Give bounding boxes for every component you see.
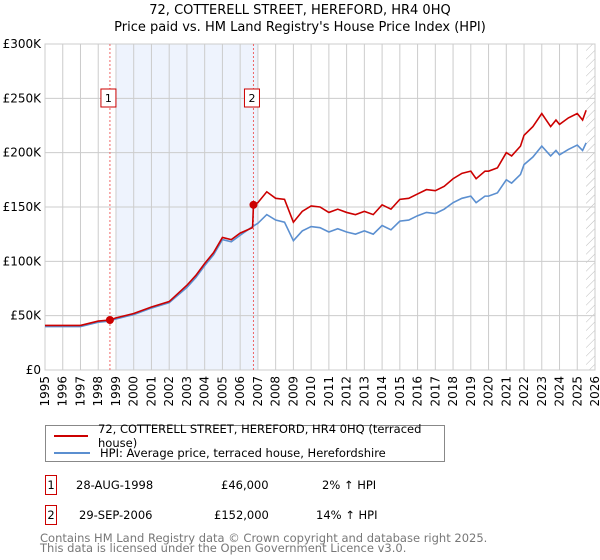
- property-price-line: [45, 110, 587, 327]
- y-tick-label: £100K: [3, 254, 43, 268]
- x-tick-label: 2016: [411, 376, 425, 407]
- x-tick-label: 2004: [198, 376, 212, 407]
- y-tick-label: £150K: [3, 200, 43, 214]
- hpi-diff: 2% ↑ HPI: [322, 478, 377, 492]
- legend-item-hpi: HPI: Average price, terraced house, Here…: [54, 445, 386, 461]
- x-tick-label: 2019: [464, 376, 478, 407]
- sale-date: 29-SEP-2006: [79, 508, 153, 522]
- x-tick-label: 2025: [570, 376, 584, 407]
- x-tick-label: 2014: [375, 376, 389, 407]
- x-tick-label: 2023: [535, 376, 549, 407]
- x-tick-label: 2001: [144, 376, 158, 407]
- sale-point: [105, 316, 114, 325]
- x-tick-label: 2000: [127, 376, 141, 407]
- x-tick-label: 2007: [251, 376, 265, 407]
- x-tick-label: 2020: [482, 376, 496, 407]
- y-tick-label: £50K: [10, 309, 42, 323]
- hpi-diff: 14% ↑ HPI: [316, 508, 378, 522]
- transaction-row: 2 29-SEP-2006 £152,000 14% ↑ HPI: [45, 505, 445, 525]
- x-tick-label: 2018: [446, 376, 460, 407]
- footer-copyright: Contains HM Land Registry data © Crown c…: [40, 531, 488, 545]
- y-tick-label: £300K: [3, 37, 43, 51]
- x-tick-label: 2021: [499, 376, 513, 407]
- chart-subtitle: Price paid vs. HM Land Registry's House …: [114, 20, 486, 35]
- x-tick-label: 2010: [304, 376, 318, 407]
- plot-border: [44, 43, 596, 371]
- x-tick-label: 2009: [286, 376, 300, 407]
- x-tick-label: 1996: [56, 376, 70, 407]
- marker-badge: 1: [45, 475, 57, 495]
- footer-licence: This data is licensed under the Open Gov…: [40, 541, 407, 555]
- x-tick-label: 2026: [588, 376, 600, 407]
- legend-label: HPI: Average price, terraced house, Here…: [100, 446, 386, 460]
- sale-marker-label: 2: [248, 92, 255, 105]
- x-tick-label: 2022: [517, 376, 531, 407]
- sale-date: 28-AUG-1998: [76, 478, 154, 492]
- sale-marker-label: 1: [105, 92, 112, 105]
- chart-title: 72, COTTERELL STREET, HEREFORD, HR4 0HQ: [149, 3, 451, 18]
- x-tick-label: 2008: [269, 376, 283, 407]
- legend-label: 72, COTTERELL STREET, HEREFORD, HR4 0HQ …: [98, 422, 422, 450]
- transaction-row: 1 28-AUG-1998 £46,000 2% ↑ HPI: [45, 475, 445, 495]
- legend-item-property: 72, COTTERELL STREET, HEREFORD, HR4 0HQ …: [54, 422, 444, 450]
- hpi-line: [45, 142, 587, 328]
- x-tick-label: 2011: [322, 376, 336, 407]
- legend-swatch-blue: [54, 452, 90, 454]
- x-tick-label: 1999: [109, 376, 123, 407]
- y-tick-label: £200K: [3, 146, 43, 160]
- marker-badge: 2: [45, 505, 57, 525]
- legend-swatch-red: [54, 435, 89, 437]
- y-tick-label: £250K: [3, 91, 43, 105]
- x-tick-label: 2005: [215, 376, 229, 407]
- x-tick-label: 2013: [357, 376, 371, 407]
- x-tick-label: 2003: [180, 376, 194, 407]
- x-tick-label: 2024: [553, 376, 567, 407]
- x-tick-label: 2017: [428, 376, 442, 407]
- sale-marker-box: [100, 88, 117, 108]
- x-tick-label: 2006: [233, 376, 247, 407]
- sale-price: £152,000: [214, 508, 269, 522]
- y-tick-label: £0: [26, 363, 41, 377]
- x-tick-label: 2015: [393, 376, 407, 407]
- sale-price: £46,000: [221, 478, 269, 492]
- sale-point: [249, 200, 258, 209]
- x-tick-label: 1998: [91, 376, 105, 407]
- legend: 72, COTTERELL STREET, HEREFORD, HR4 0HQ …: [45, 422, 445, 462]
- x-tick-label: 1997: [73, 376, 87, 407]
- x-tick-label: 2002: [162, 376, 176, 407]
- sale-marker-box: [243, 88, 260, 108]
- x-tick-label: 2012: [340, 376, 354, 407]
- x-tick-label: 1995: [38, 376, 52, 407]
